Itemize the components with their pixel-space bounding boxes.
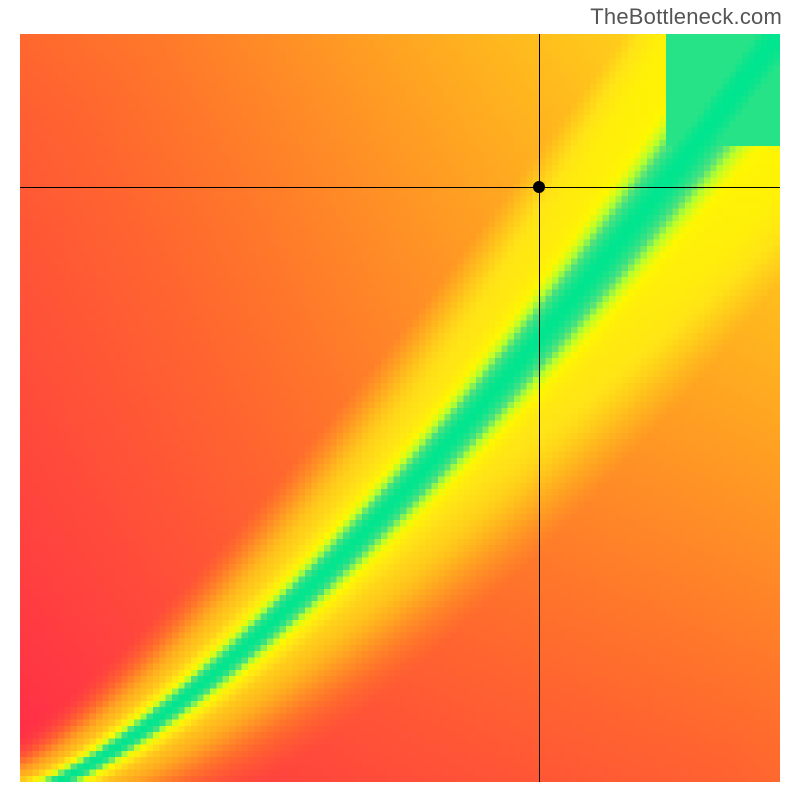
bottleneck-heatmap: [20, 34, 780, 782]
watermark-text: TheBottleneck.com: [590, 4, 782, 30]
crosshair-vertical-line: [539, 34, 540, 782]
crosshair-horizontal-line: [20, 187, 780, 188]
chart-container: TheBottleneck.com: [0, 0, 800, 800]
